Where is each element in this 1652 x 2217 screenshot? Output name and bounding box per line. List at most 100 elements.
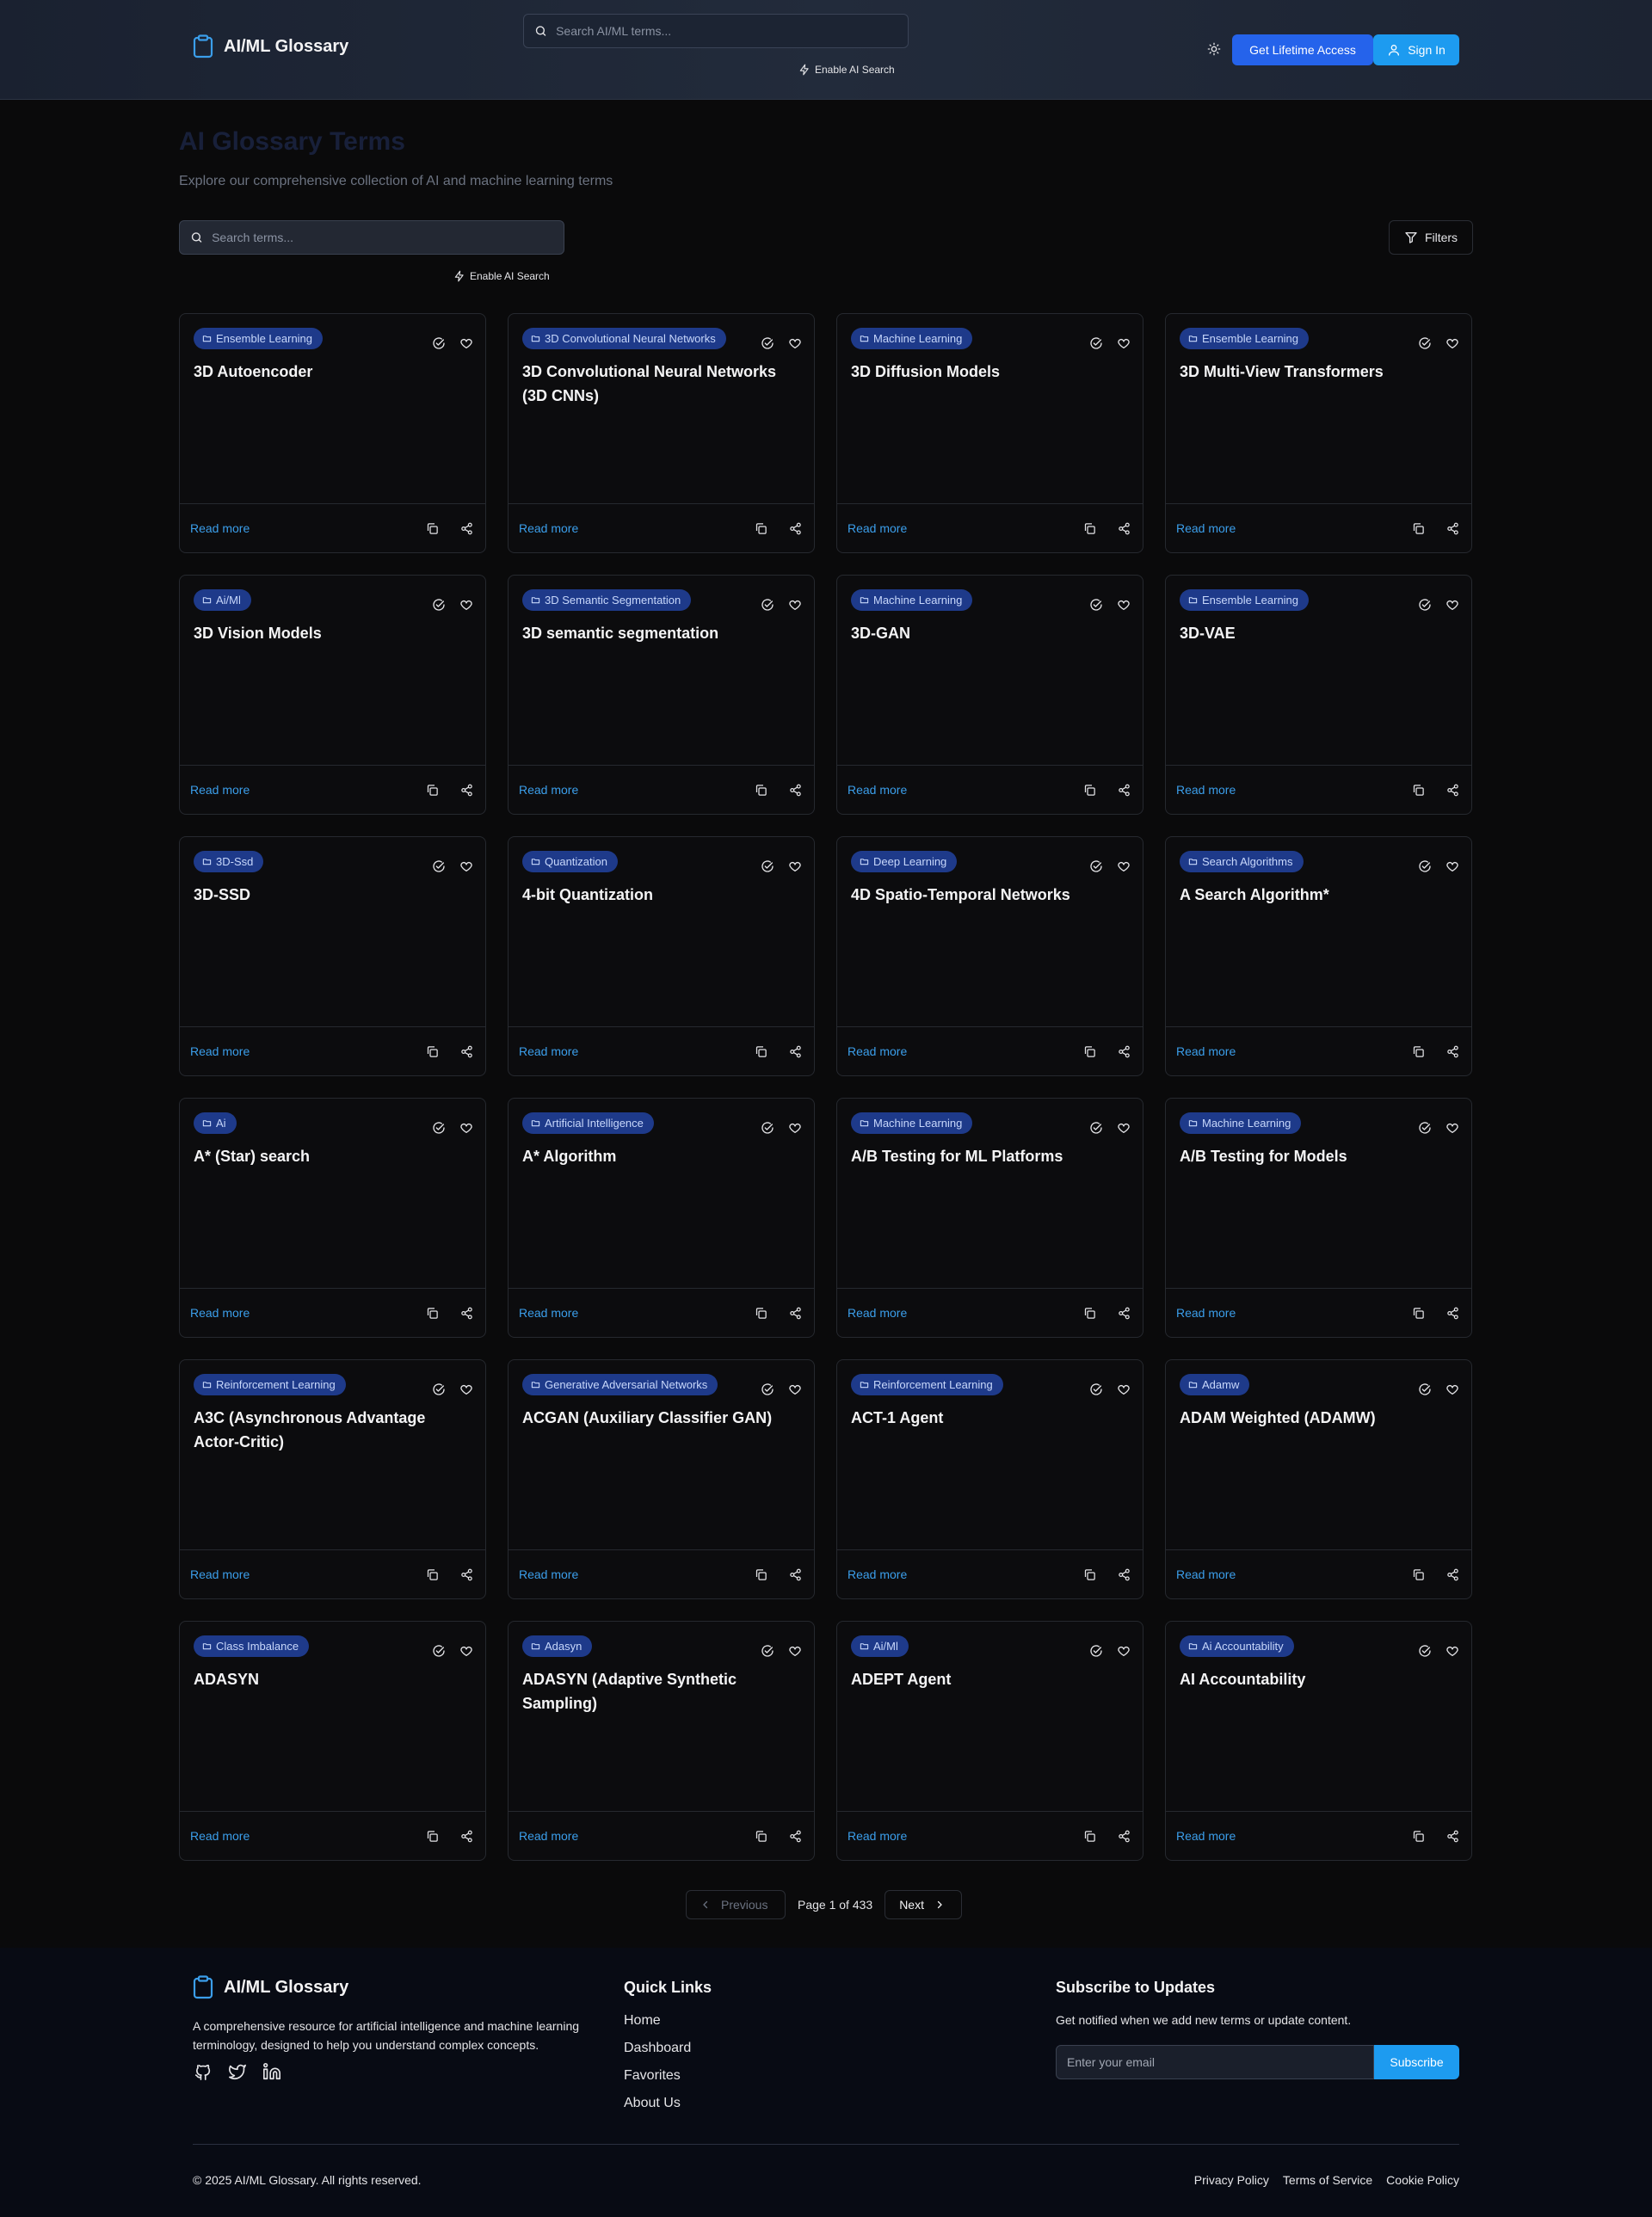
- share-button[interactable]: [786, 1566, 804, 1583]
- copy-button[interactable]: [1081, 1304, 1098, 1321]
- term-title[interactable]: ADASYN (Adaptive Synthetic Sampling): [522, 1671, 737, 1712]
- read-more-link[interactable]: Read more: [1176, 1044, 1236, 1058]
- footer-link-dashboard[interactable]: Dashboard: [624, 2041, 692, 2055]
- read-more-link[interactable]: Read more: [190, 1829, 250, 1843]
- term-title[interactable]: 3D Diffusion Models: [851, 363, 1001, 380]
- copy-button[interactable]: [1081, 1043, 1098, 1060]
- mark-learned-button[interactable]: [1416, 1642, 1433, 1660]
- footer-link-about[interactable]: About Us: [624, 2096, 681, 2110]
- email-field[interactable]: [1067, 2055, 1373, 2069]
- category-badge[interactable]: 3D Semantic Segmentation: [522, 589, 692, 611]
- category-badge[interactable]: Machine Learning: [851, 1112, 973, 1134]
- copy-button[interactable]: [1081, 1566, 1098, 1583]
- mark-learned-button[interactable]: [1088, 335, 1105, 352]
- term-title[interactable]: A* (Star) search: [194, 1148, 311, 1165]
- copy-button[interactable]: [423, 1566, 441, 1583]
- term-title[interactable]: 3D Vision Models: [194, 625, 322, 642]
- mark-learned-button[interactable]: [1088, 858, 1105, 875]
- favorite-button[interactable]: [1115, 1119, 1132, 1136]
- copy-button[interactable]: [752, 520, 769, 537]
- category-badge[interactable]: Reinforcement Learning: [194, 1374, 346, 1395]
- share-button[interactable]: [786, 1827, 804, 1844]
- term-title[interactable]: 3D-SSD: [194, 886, 251, 903]
- mark-learned-button[interactable]: [1416, 596, 1433, 613]
- favorite-button[interactable]: [458, 335, 475, 352]
- share-button[interactable]: [1444, 781, 1461, 798]
- category-badge[interactable]: Machine Learning: [851, 328, 973, 349]
- copy-button[interactable]: [752, 1304, 769, 1321]
- category-badge[interactable]: Ensemble Learning: [194, 328, 324, 349]
- terms-search-box[interactable]: [179, 220, 564, 255]
- mark-learned-button[interactable]: [1416, 335, 1433, 352]
- category-badge[interactable]: Adasyn: [522, 1635, 593, 1657]
- favorite-button[interactable]: [786, 858, 804, 875]
- read-more-link[interactable]: Read more: [190, 521, 250, 535]
- share-button[interactable]: [1444, 520, 1461, 537]
- category-badge[interactable]: Ai Accountability: [1180, 1635, 1294, 1657]
- favorite-button[interactable]: [1444, 1381, 1461, 1398]
- copy-button[interactable]: [1409, 520, 1427, 537]
- copy-button[interactable]: [423, 781, 441, 798]
- category-badge[interactable]: Ensemble Learning: [1180, 589, 1310, 611]
- terms-ai-search-toggle[interactable]: Enable AI Search: [453, 270, 550, 282]
- email-field-wrapper[interactable]: [1056, 2045, 1374, 2079]
- share-button[interactable]: [458, 1827, 475, 1844]
- share-button[interactable]: [1115, 1827, 1132, 1844]
- favorite-button[interactable]: [1444, 858, 1461, 875]
- mark-learned-button[interactable]: [1088, 1642, 1105, 1660]
- get-lifetime-access-button[interactable]: Get Lifetime Access: [1232, 34, 1373, 65]
- read-more-link[interactable]: Read more: [519, 1306, 579, 1320]
- category-badge[interactable]: Quantization: [522, 851, 618, 872]
- header-search-input[interactable]: [556, 24, 908, 38]
- share-button[interactable]: [458, 1566, 475, 1583]
- favorite-button[interactable]: [1444, 335, 1461, 352]
- favorite-button[interactable]: [1115, 1642, 1132, 1660]
- copy-button[interactable]: [1081, 1827, 1098, 1844]
- share-button[interactable]: [1115, 1043, 1132, 1060]
- previous-page-button[interactable]: Previous: [686, 1890, 786, 1919]
- copy-button[interactable]: [752, 1827, 769, 1844]
- mark-learned-button[interactable]: [759, 1642, 776, 1660]
- mark-learned-button[interactable]: [1088, 1381, 1105, 1398]
- category-badge[interactable]: Adamw: [1180, 1374, 1250, 1395]
- share-button[interactable]: [1115, 781, 1132, 798]
- category-badge[interactable]: Ai/Ml: [851, 1635, 909, 1657]
- term-title[interactable]: 4D Spatio-Temporal Networks: [851, 886, 1070, 903]
- term-title[interactable]: 3D Multi-View Transformers: [1180, 363, 1384, 380]
- mark-learned-button[interactable]: [1416, 858, 1433, 875]
- category-badge[interactable]: Reinforcement Learning: [851, 1374, 1003, 1395]
- next-page-button[interactable]: Next: [885, 1890, 963, 1919]
- linkedin-link[interactable]: [262, 2061, 282, 2082]
- category-badge[interactable]: Machine Learning: [851, 589, 973, 611]
- term-title[interactable]: 3D Convolutional Neural Networks (3D CNN…: [522, 363, 777, 404]
- category-badge[interactable]: 3D-Ssd: [194, 851, 264, 872]
- share-button[interactable]: [1115, 1566, 1132, 1583]
- share-button[interactable]: [1444, 1043, 1461, 1060]
- category-badge[interactable]: Search Algorithms: [1180, 851, 1304, 872]
- cookie-policy-link[interactable]: Cookie Policy: [1386, 2173, 1459, 2187]
- read-more-link[interactable]: Read more: [190, 1044, 250, 1058]
- term-title[interactable]: A* Algorithm: [522, 1148, 617, 1165]
- privacy-policy-link[interactable]: Privacy Policy: [1193, 2173, 1269, 2187]
- favorite-button[interactable]: [1444, 596, 1461, 613]
- mark-learned-button[interactable]: [430, 596, 447, 613]
- read-more-link[interactable]: Read more: [848, 783, 908, 797]
- share-button[interactable]: [1444, 1304, 1461, 1321]
- read-more-link[interactable]: Read more: [519, 521, 579, 535]
- favorite-button[interactable]: [458, 1642, 475, 1660]
- read-more-link[interactable]: Read more: [519, 1829, 579, 1843]
- category-badge[interactable]: Ensemble Learning: [1180, 328, 1310, 349]
- footer-logo[interactable]: AI/ML Glossary: [193, 1975, 348, 1999]
- category-badge[interactable]: Deep Learning: [851, 851, 958, 872]
- twitter-link[interactable]: [227, 2061, 248, 2082]
- favorite-button[interactable]: [786, 1381, 804, 1398]
- footer-link-favorites[interactable]: Favorites: [624, 2068, 681, 2083]
- copy-button[interactable]: [752, 1043, 769, 1060]
- category-badge[interactable]: Class Imbalance: [194, 1635, 310, 1657]
- term-title[interactable]: 3D semantic segmentation: [522, 625, 719, 642]
- read-more-link[interactable]: Read more: [848, 1044, 908, 1058]
- share-button[interactable]: [786, 781, 804, 798]
- share-button[interactable]: [458, 520, 475, 537]
- share-button[interactable]: [1115, 520, 1132, 537]
- filters-button[interactable]: Filters: [1389, 220, 1473, 255]
